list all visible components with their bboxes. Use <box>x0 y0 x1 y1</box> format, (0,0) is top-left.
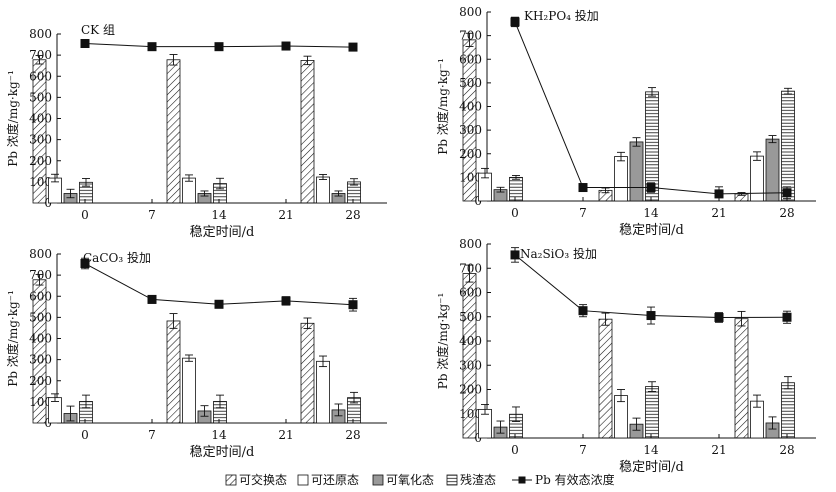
bar <box>462 39 477 202</box>
y-tick-label: 800 <box>29 27 52 41</box>
panel-ck: 010020030040050060070080007142128稳定时间/dP… <box>5 23 387 240</box>
bar <box>765 138 780 202</box>
legend: 可交换态 可还原态 可氧化态 残渣态 Pb 有效态浓度 <box>225 472 615 487</box>
x-tick-label: 28 <box>779 206 794 220</box>
line-point <box>782 312 792 322</box>
y-tick-label: 800 <box>459 5 482 19</box>
x-tick-label: 21 <box>711 206 726 220</box>
y-tick-label: 800 <box>459 237 482 251</box>
x-axis-title: 稳定时间/d <box>190 444 255 460</box>
y-axis-title: Pb 浓度/mg·kg⁻¹ <box>5 70 20 167</box>
legend-label-exchangeable: 可交换态 <box>239 472 287 487</box>
legend-label-oxidizable: 可氧化态 <box>386 473 434 487</box>
x-tick-label: 14 <box>211 428 227 442</box>
line-point <box>348 300 358 310</box>
bar <box>509 176 523 202</box>
x-axis-title: 稳定时间/d <box>190 224 255 240</box>
legend-label-available: Pb 有效态浓度 <box>535 472 615 487</box>
line-point <box>578 306 588 316</box>
x-tick-label: 14 <box>643 206 659 220</box>
x-tick-label: 0 <box>81 208 89 222</box>
line-point <box>646 311 656 321</box>
x-tick-label: 7 <box>579 206 587 220</box>
x-tick-label: 7 <box>148 428 156 442</box>
x-tick-label: 0 <box>81 428 89 442</box>
x-tick-label: 21 <box>278 208 293 222</box>
x-tick-label: 14 <box>643 443 659 457</box>
legend-swatch-reducible <box>297 474 309 486</box>
y-axis-title: Pb 浓度/mg·kg⁻¹ <box>435 58 450 155</box>
line-point <box>782 188 792 198</box>
y-tick-label: 700 <box>29 268 52 282</box>
line-point <box>578 183 588 193</box>
x-axis-title: 稳定时间/d <box>619 222 684 238</box>
line-point <box>348 42 358 52</box>
y-tick-label: 700 <box>459 261 482 275</box>
panel-label: KH₂PO₄ 投加 <box>524 8 599 23</box>
y-tick-label: 800 <box>29 247 52 261</box>
bar <box>182 177 196 204</box>
line-point <box>147 42 157 52</box>
line-point <box>281 41 291 51</box>
y-axis-title: Pb 浓度/mg·kg⁻¹ <box>435 293 450 390</box>
line-point <box>714 189 724 199</box>
line-point <box>147 294 157 304</box>
bar <box>598 318 613 439</box>
line-point <box>80 259 90 269</box>
legend-label-reducible: 可还原态 <box>311 473 359 487</box>
line-point <box>714 312 724 322</box>
available-pb-line <box>84 263 354 306</box>
bar <box>300 322 315 424</box>
bar <box>300 60 315 204</box>
line-point <box>214 42 224 52</box>
bar <box>750 155 764 202</box>
x-tick-label: 14 <box>211 208 227 222</box>
bar <box>629 141 644 202</box>
bar <box>316 176 330 204</box>
line-point <box>80 39 90 49</box>
bar <box>166 59 181 204</box>
x-tick-label: 28 <box>779 443 794 457</box>
x-tick-label: 21 <box>711 443 726 457</box>
bar <box>182 357 196 424</box>
legend-swatch-oxidizable <box>372 474 384 486</box>
x-tick-label: 0 <box>511 206 519 220</box>
panel-na2sio3: 010020030040050060070080007142128稳定时间/dP… <box>435 237 816 475</box>
bar <box>734 318 749 439</box>
line-point <box>510 17 520 27</box>
bar <box>781 90 795 202</box>
legend-swatch-exchangeable <box>225 474 237 486</box>
bar <box>781 382 795 439</box>
line-point <box>646 183 656 193</box>
panel-label: Na₂SiO₃ 投加 <box>520 246 597 261</box>
legend-swatch-residual <box>446 474 458 486</box>
bar <box>32 279 47 424</box>
x-tick-label: 28 <box>345 428 360 442</box>
x-tick-label: 7 <box>579 443 587 457</box>
bar <box>166 320 181 424</box>
x-axis-title: 稳定时间/d <box>619 459 684 475</box>
panel-label: CaCO₃ 投加 <box>83 250 151 265</box>
bar <box>614 156 628 202</box>
bar <box>32 59 47 204</box>
x-tick-label: 0 <box>511 443 519 457</box>
line-point <box>214 299 224 309</box>
y-axis-title: Pb 浓度/mg·kg⁻¹ <box>5 290 20 387</box>
y-tick-label: 700 <box>459 29 482 43</box>
legend-label-residual: 残渣态 <box>460 473 496 487</box>
x-tick-label: 7 <box>148 208 156 222</box>
panel-caco3: 010020030040050060070080007142128稳定时间/dP… <box>5 247 387 460</box>
bar <box>462 273 477 439</box>
panel-kh2po4: 010020030040050060070080007142128稳定时间/dP… <box>435 5 816 238</box>
legend-swatch-marker <box>518 476 526 484</box>
x-tick-label: 28 <box>345 208 360 222</box>
line-point <box>510 250 520 260</box>
bar <box>316 360 330 424</box>
x-tick-label: 21 <box>278 428 293 442</box>
line-point <box>281 296 291 306</box>
bar <box>645 386 659 439</box>
panel-label: CK 组 <box>81 23 115 37</box>
